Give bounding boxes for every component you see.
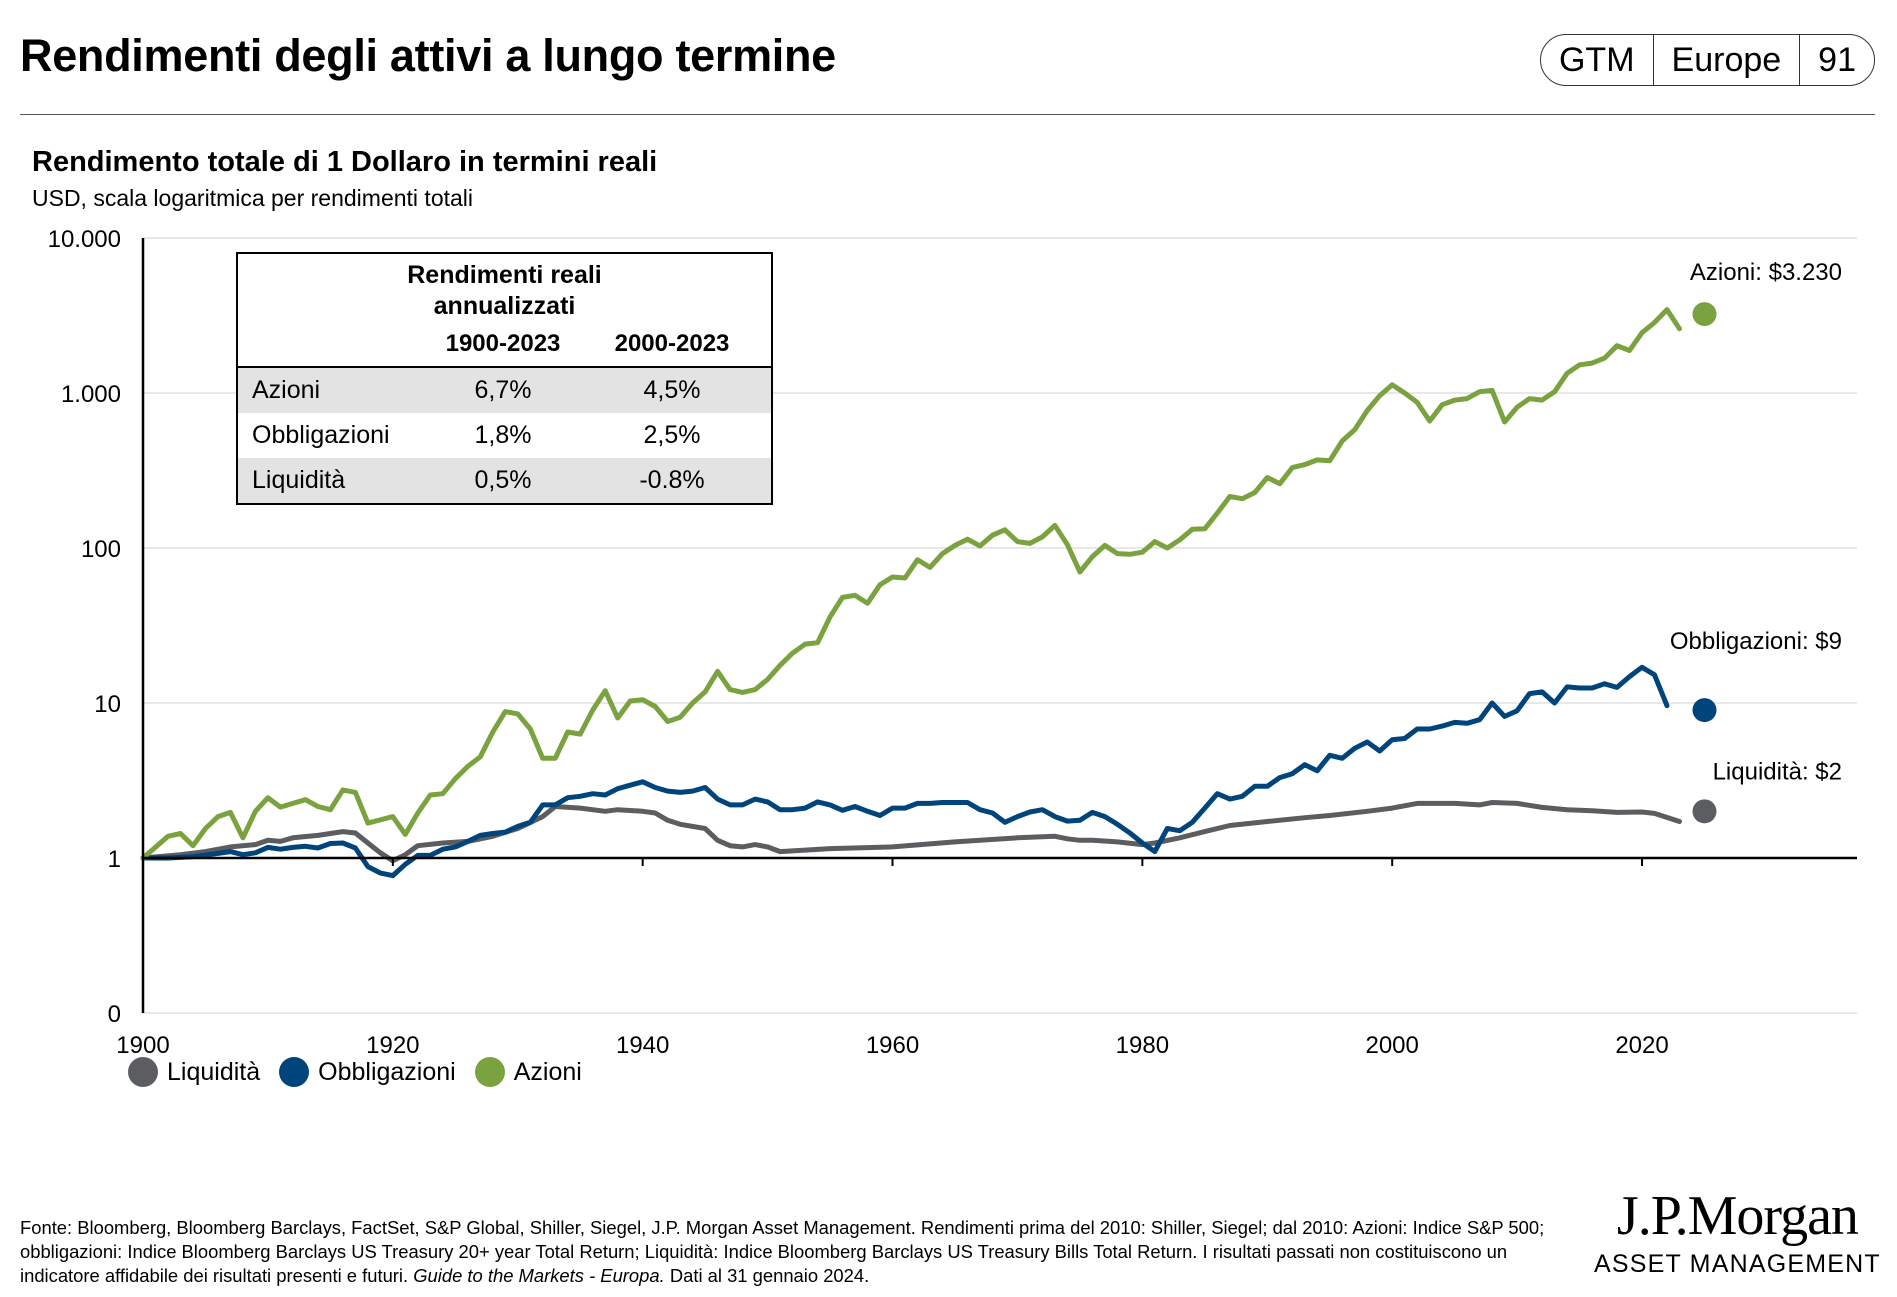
column-2000-2023: 2000-2023 [614,330,730,357]
legend-label: Liquidità [167,1057,261,1086]
returns-table-columns: 1900-2023 2000-2023 [238,322,771,368]
y-tick-label: 100 [81,536,121,563]
row-label: Obbligazioni [252,421,390,449]
returns-table: Rendimenti reali annualizzati 1900-2023 … [236,252,773,505]
footnote-date: Dati al 31 gennaio 2024. [664,1265,870,1286]
badge-gtm: GTM [1558,40,1635,79]
row-label: Azioni [252,376,321,404]
y-tick-label: 10 [94,691,121,718]
end-label-azioni: Azioni: $3.230 [1690,259,1842,286]
returns-table-heading: Rendimenti reali annualizzati [238,254,771,322]
row-label: Liquidità [252,466,346,494]
y-tick-label: 1 [108,846,121,873]
x-tick-label: 2000 [1365,1032,1418,1059]
legend-label: Azioni [513,1057,582,1086]
legend-swatch [279,1057,310,1087]
footnote-italic: Guide to the Markets - Europa. [413,1265,665,1286]
source-footnote: Fonte: Bloomberg, Bloomberg Barclays, Fa… [20,1216,1565,1288]
logo-subtitle: ASSET MANAGEMENT [1594,1250,1881,1278]
end-label-liquidita: Liquidità: $2 [1713,758,1842,785]
page-title: Rendimenti degli attivi a lungo termine [20,30,836,81]
footnote-text: Fonte: Bloomberg, Bloomberg Barclays, Fa… [20,1217,1545,1286]
x-tick-label: 1940 [616,1032,669,1059]
liquidita-line [140,800,1682,864]
x-tick-label: 1960 [866,1032,919,1059]
y-tick-label: 1.000 [61,381,121,408]
returns-heading-line2: annualizzati [433,292,576,320]
row-value-long: 6,7% [474,376,532,404]
badge-page-number: 91 [1799,35,1874,85]
liquidita-end-dot [1692,799,1717,824]
legend-item-liquidita: Liquidità [128,1057,260,1087]
returns-heading-line1: Rendimenti reali [407,261,602,289]
x-tick-label: 1980 [1116,1032,1169,1059]
legend-item-obbligazioni: Obbligazioni [279,1057,456,1087]
column-1900-2023: 1900-2023 [445,330,561,357]
jpmorgan-logo: J.P.Morgan ASSET MANAGEMENT [1594,1186,1881,1279]
logo-wordmark: J.P.Morgan [1616,1185,1859,1247]
row-value-long: 0,5% [474,466,532,494]
x-tick-label: 1900 [116,1032,169,1059]
header-divider [20,114,1875,115]
gtm-badge: GTM Europe 91 [1539,34,1875,86]
chart-title: Rendimento totale di 1 Dollaro in termin… [32,146,658,178]
badge-region: Europe [1652,35,1800,85]
returns-row-azioni: Azioni 6,7% 4,5% [238,368,771,413]
legend-swatch [474,1057,505,1087]
y-tick-label: 0 [108,1001,121,1028]
azioni-line [140,307,1682,861]
obbligazioni-end-dot [1692,698,1717,723]
azioni-end-dot [1692,302,1717,327]
chart-subtitle: USD, scala logaritmica per rendimenti to… [32,185,474,211]
returns-row-obbligazioni: Obbligazioni 1,8% 2,5% [238,413,771,458]
legend-item-azioni: Azioni [474,1057,582,1087]
obbligazioni-line [140,664,1670,879]
y-tick-label: 10.000 [48,226,121,253]
row-value-recent: 2,5% [643,421,701,449]
legend-label: Obbligazioni [318,1057,456,1086]
row-value-recent: -0.8% [639,466,705,494]
row-value-long: 1,8% [474,421,532,449]
end-label-obbligazioni: Obbligazioni: $9 [1670,628,1842,655]
legend-swatch [128,1057,158,1087]
x-tick-label: 1920 [366,1032,419,1059]
row-value-recent: 4,5% [643,376,701,404]
x-tick-label: 2020 [1615,1032,1668,1059]
returns-row-liquidita: Liquidità 0,5% -0.8% [238,458,771,503]
chart-legend: Liquidità Obbligazioni Azioni [128,1057,601,1087]
